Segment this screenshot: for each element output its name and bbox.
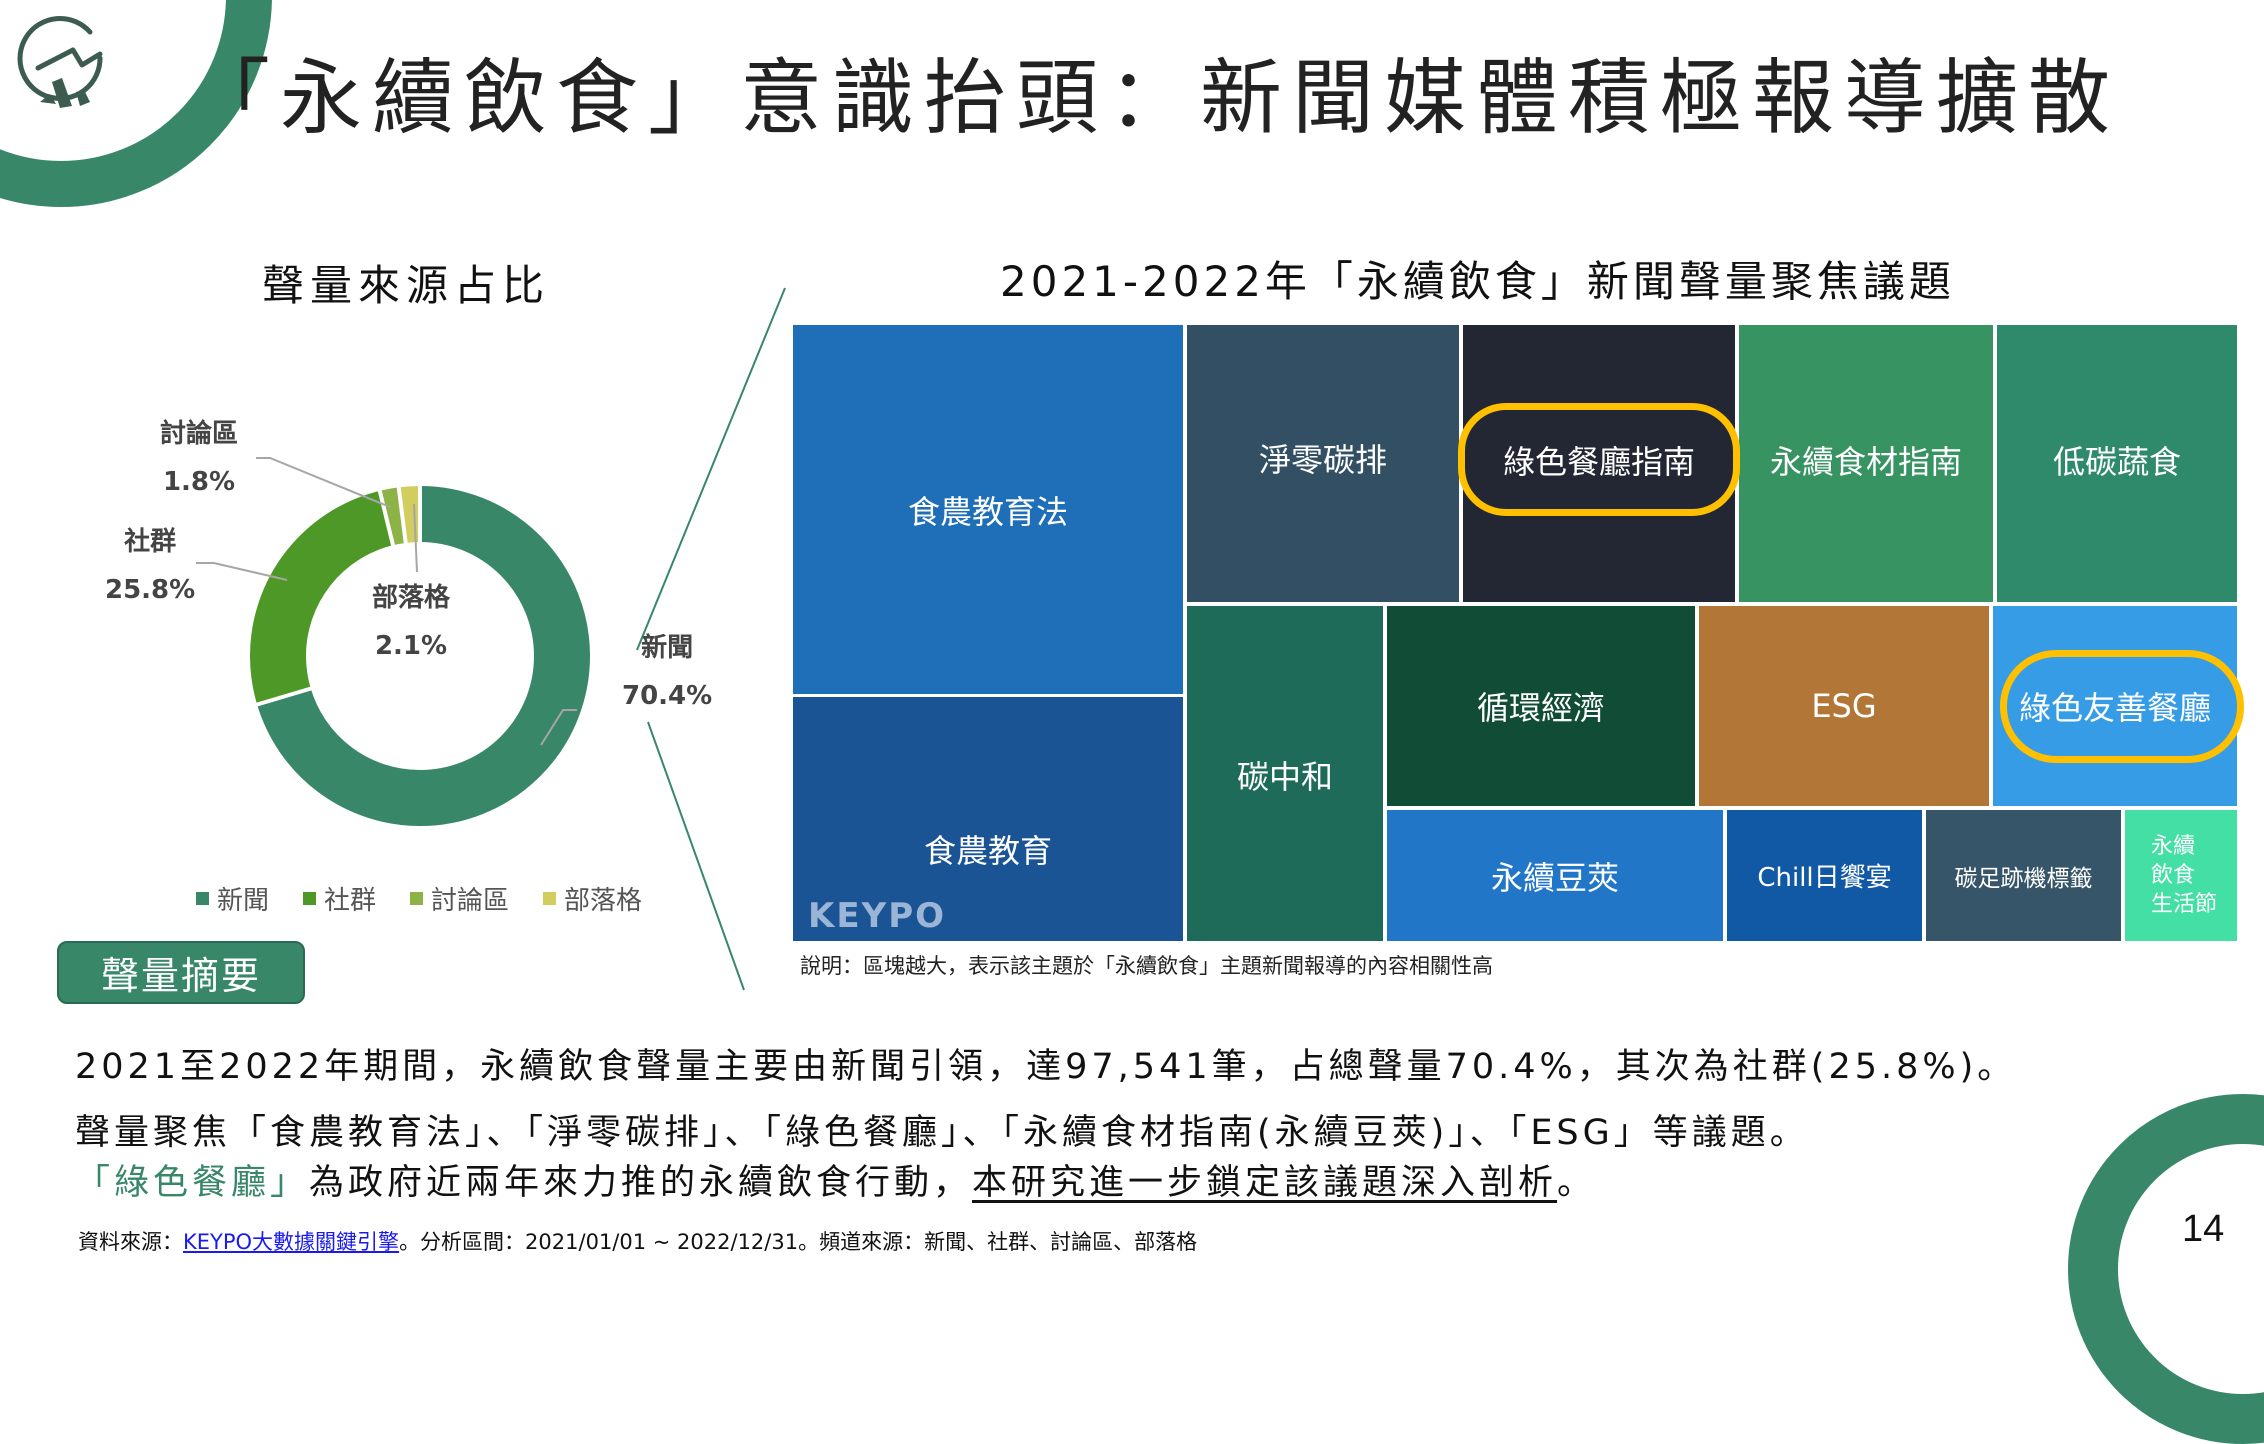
tile-carbon-neutral: 碳中和 — [1187, 606, 1383, 941]
tile-esg: ESG — [1699, 606, 1989, 806]
summary-line-3: 「綠色餐廳」為政府近兩年來力推的永續飲食行動，本研究進一步鎖定該議題深入剖析。 — [75, 1163, 1597, 1203]
pie-label-forum: 討論區 1.8% — [160, 419, 239, 497]
tile-circular-economy: 循環經濟 — [1387, 606, 1695, 806]
tile-food-agri-edu-law: 食農教育法 — [793, 325, 1183, 694]
tile-carbon-footprint-label: 碳足跡機標籤 — [1926, 810, 2121, 941]
summary-line-2: 聲量聚焦「食農教育法」、「淨零碳排」、「綠色餐廳」、「永續食材指南(永續豆莢)」… — [75, 1113, 1809, 1153]
summary-badge: 聲量摘要 — [57, 941, 305, 1004]
legend-item-forum: 討論區 — [410, 880, 509, 917]
keypo-link[interactable]: KEYPO大數據關鍵引擎 — [183, 1230, 400, 1254]
donut-chart — [250, 484, 590, 826]
treemap: 食農教育法 食農教育 淨零碳排 綠色餐廳指南 永續食材指南 低碳蔬食 碳中和 循… — [793, 325, 2244, 941]
tile-food-agri-edu: 食農教育 — [793, 697, 1183, 941]
legend-swatch-social — [303, 892, 317, 905]
source-footnote: 資料來源：KEYPO大數據關鍵引擎。分析區間：2021/01/01 ~ 2022… — [78, 1230, 1198, 1254]
logo-icon — [17, 16, 103, 108]
highlight-green-restaurant-guide — [1458, 403, 1740, 516]
highlight-green-friendly-restaurant — [2000, 650, 2244, 763]
tile-green-restaurant-guide: 綠色餐廳指南 — [1463, 325, 1735, 602]
tile-net-zero: 淨零碳排 — [1187, 325, 1459, 602]
tile-sustainable-ingredient-guide: 永續食材指南 — [1739, 325, 1993, 602]
legend-item-news: 新聞 — [196, 880, 269, 917]
page-title: 「永續飲食」意識抬頭：新聞媒體積極報導擴散 — [188, 51, 2121, 146]
legend-swatch-news — [196, 892, 209, 905]
legend-swatch-blog — [543, 892, 557, 905]
keypo-watermark: KEYPO — [808, 896, 947, 936]
highlight-green-restaurant: 「綠色餐廳」 — [75, 1163, 310, 1203]
legend-swatch-forum — [410, 892, 424, 905]
page-number: 14 — [2182, 1208, 2225, 1250]
decorative-ring-bottom-right — [2068, 1094, 2264, 1444]
slice-social — [250, 486, 590, 826]
tile-sustainable-food-festival: 永續 飲食 生活節 — [2125, 810, 2237, 941]
pie-legend: 新聞 社群 討論區 部落格 — [196, 880, 642, 917]
treemap-title: 2021-2022年「永續飲食」新聞聲量聚焦議題 — [1000, 257, 1955, 306]
tile-chill-feast: Chill日饗宴 — [1727, 810, 1922, 941]
pie-chart-title: 聲量來源占比 — [262, 261, 551, 310]
pie-label-social: 社群 25.8% — [105, 527, 196, 605]
tile-low-carbon-veg: 低碳蔬食 — [1997, 325, 2237, 602]
tile-green-friendly-restaurant: 綠色友善餐廳 — [1993, 606, 2237, 806]
pie-label-news: 新聞 70.4% — [622, 633, 713, 711]
underlined-conclusion: 本研究進一步鎖定該議題深入剖析 — [972, 1163, 1558, 1203]
legend-item-blog: 部落格 — [543, 880, 642, 917]
summary-line-1: 2021至2022年期間，永續飲食聲量主要由新聞引領，達97,541筆，占總聲量… — [75, 1047, 2017, 1087]
legend-item-social: 社群 — [303, 880, 376, 917]
pie-label-blog: 部落格 2.1% — [372, 583, 451, 661]
tile-sustainable-pod: 永續豆莢 — [1387, 810, 1723, 941]
treemap-note: 說明：區塊越大，表示該主題於「永續飲食」主題新聞報導的內容相關性高 — [800, 954, 1493, 978]
